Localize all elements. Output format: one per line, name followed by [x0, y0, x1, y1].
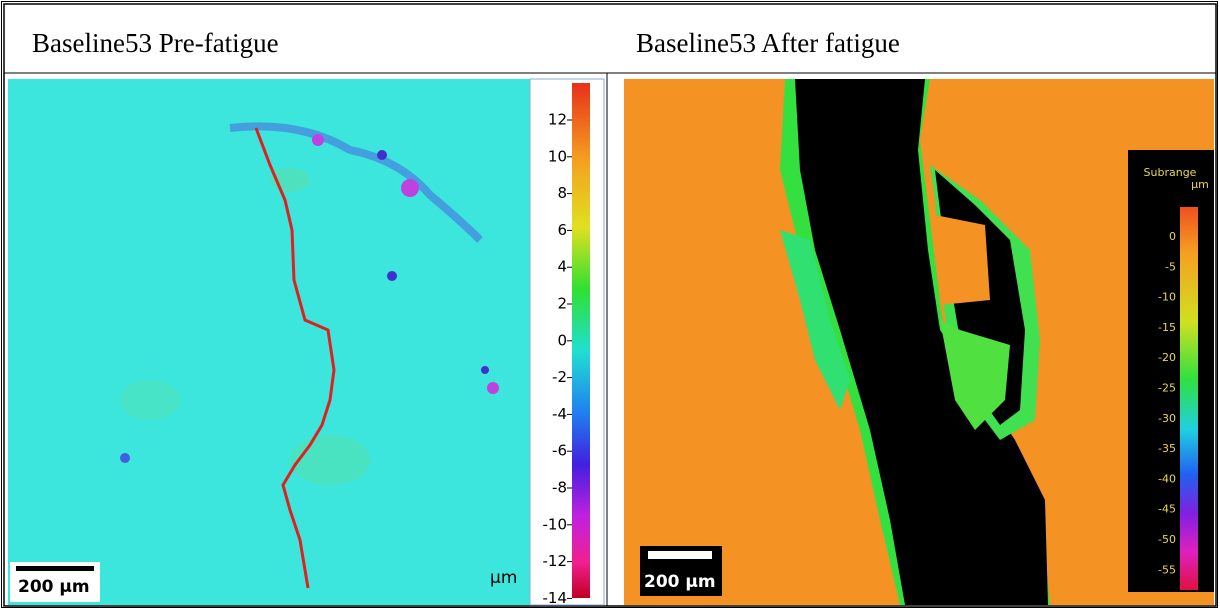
colorbar-tick-label: -30: [1158, 412, 1176, 425]
colorbar-tick-label: 6: [557, 221, 567, 239]
colorbar-tick-label: -6: [552, 442, 567, 460]
colorbar-tick-label: -2: [552, 368, 567, 386]
colorbar-tick-label: -14: [543, 589, 568, 607]
colorbar-tick-label: 2: [557, 295, 567, 313]
colorbar-tick-label: -15: [1158, 321, 1176, 334]
colorbar-tick-label: -5: [1165, 260, 1176, 273]
colorbar-tick-label: -40: [1158, 472, 1176, 485]
scale-bar: [648, 551, 712, 559]
scale-bar-label: 200 µm: [18, 577, 90, 597]
colorbar-tick-label: -20: [1158, 351, 1176, 364]
colorbar-tick-label: -10: [1158, 291, 1176, 304]
height-map-pre: [8, 78, 605, 606]
colorbar-tick-label: 4: [557, 258, 567, 276]
colorbar: [572, 83, 590, 598]
frame-inner: [3, 3, 1217, 607]
colorbar-tick-label: 0: [1169, 230, 1176, 243]
colorbar-tick-label: -50: [1158, 533, 1176, 546]
colorbar-tick-label: -12: [543, 552, 568, 570]
colorbar-unit: µm: [1191, 178, 1209, 191]
colorbar-tick-label: -55: [1158, 563, 1176, 576]
colorbar: [1180, 207, 1198, 590]
colorbar-tick-label: 0: [557, 331, 567, 349]
colorbar-tick-label: -4: [552, 405, 567, 423]
colorbar-heading: Subrange: [1144, 166, 1197, 179]
colorbar-tick-label: 12: [548, 111, 567, 129]
colorbar-tick-label: -8: [552, 479, 567, 497]
colorbar-tick-label: 8: [557, 184, 567, 202]
panel-title: Baseline53 After fatigue: [636, 28, 900, 58]
colorbar-tick-label: -45: [1158, 503, 1176, 516]
colorbar-tick-label: 10: [548, 147, 567, 165]
colorbar-tick-label: -10: [543, 515, 568, 533]
panel-title: Baseline53 Pre-fatigue: [32, 28, 279, 58]
scale-bar-label: 200 µm: [644, 572, 716, 592]
colorbar-tick-label: -25: [1158, 382, 1176, 395]
colorbar-tick-label: -35: [1158, 442, 1176, 455]
height-map-after: [624, 79, 1214, 605]
colorbar-unit: µm: [490, 568, 517, 588]
scale-bar: [16, 566, 94, 571]
